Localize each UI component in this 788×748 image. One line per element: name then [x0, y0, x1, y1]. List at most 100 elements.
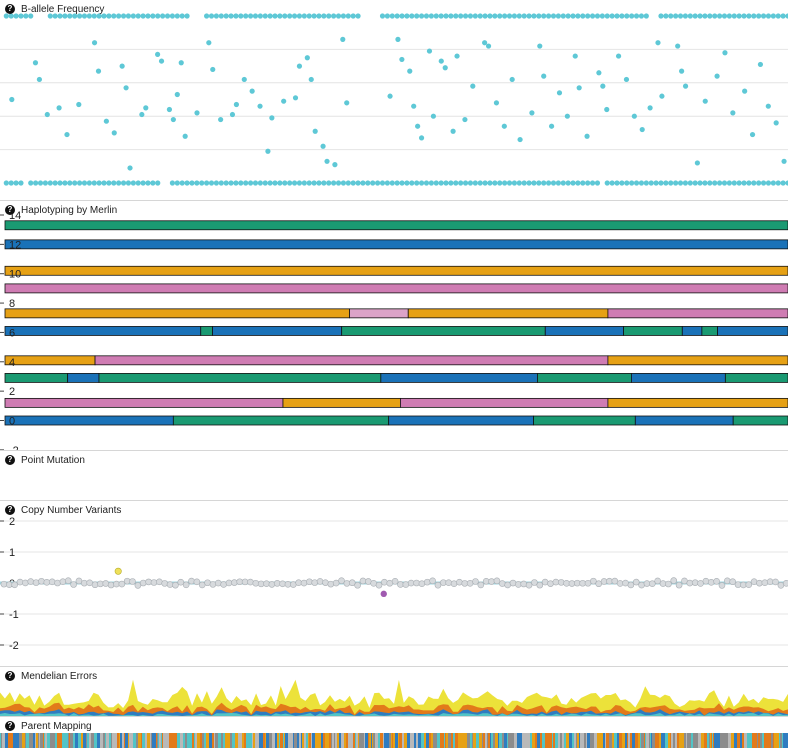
haplotype-segment — [94, 355, 609, 366]
baf-point — [770, 13, 776, 19]
parent-mapping-stripe — [62, 733, 65, 748]
parent-mapping-stripe — [283, 733, 284, 748]
parent-mapping-stripe — [45, 733, 47, 748]
baf-panel: ? B-allele Frequency — [0, 0, 788, 200]
parent-mapping-stripe — [123, 733, 124, 748]
cnv-point — [332, 579, 340, 587]
baf-point — [140, 13, 146, 19]
mendelian-area — [0, 709, 788, 716]
parent-mapping-stripe — [89, 733, 91, 748]
baf-point — [467, 180, 474, 186]
baf-point — [189, 180, 195, 186]
help-icon[interactable]: ? — [5, 205, 15, 215]
help-icon[interactable]: ? — [5, 455, 15, 465]
help-icon[interactable]: ? — [5, 671, 15, 681]
cnv-point — [252, 579, 260, 587]
parent-mapping-stripe — [728, 733, 731, 748]
parent-mapping-stripe — [686, 733, 687, 748]
haplotype-segment — [607, 308, 788, 319]
parent-mapping-stripe — [594, 733, 597, 748]
haplotype-segment — [4, 397, 284, 408]
baf-point — [550, 180, 557, 186]
parent-mapping-stripe — [86, 733, 87, 748]
cnv-point — [429, 577, 436, 585]
parent-mapping-stripe — [437, 733, 440, 748]
parent-mapping-stripe — [223, 733, 225, 748]
baf-point — [123, 85, 129, 91]
baf-point — [506, 180, 513, 186]
help-icon[interactable]: ? — [5, 505, 15, 515]
parent-mapping-stripe — [138, 733, 141, 748]
cnv-point — [772, 578, 779, 586]
baf-point — [257, 103, 263, 109]
cnv-point — [70, 581, 77, 588]
parent-mapping-stripe — [230, 733, 232, 748]
cnv-point — [675, 581, 683, 589]
parent-mapping-stripe — [398, 733, 399, 748]
baf-point — [272, 13, 278, 19]
parent-mapping-stripe — [491, 733, 493, 748]
baf-point — [619, 180, 625, 186]
baf-point — [145, 13, 151, 19]
parent-mapping-stripe — [272, 733, 275, 748]
parent-mapping-stripe — [725, 733, 728, 748]
cnv-point — [182, 581, 190, 589]
baf-point — [81, 13, 88, 19]
haplotype-segment — [544, 326, 624, 336]
baf-point — [399, 180, 405, 186]
help-icon[interactable]: ? — [5, 721, 15, 731]
baf-point — [269, 115, 275, 121]
parent-mapping-stripe — [416, 733, 418, 748]
baf-point — [72, 13, 78, 19]
baf-point — [509, 76, 515, 83]
baf-point — [67, 180, 73, 186]
parent-mapping-stripe — [717, 733, 720, 748]
parent-mapping-stripe — [553, 733, 555, 748]
parent-mapping-stripe — [691, 733, 693, 748]
parent-mapping-stripe — [757, 733, 758, 748]
baf-point — [130, 13, 136, 19]
baf-point — [773, 120, 779, 126]
baf-point — [345, 13, 351, 19]
cnv-point — [43, 579, 51, 586]
cnv-point — [531, 579, 538, 586]
baf-point — [604, 13, 610, 19]
parent-mapping-stripe — [670, 733, 671, 748]
cnv-point — [445, 579, 452, 586]
baf-point — [174, 13, 180, 19]
parent-mapping-stripe — [389, 733, 391, 748]
parent-mapping-stripe — [35, 733, 36, 748]
parent-mapping-stripe — [453, 733, 455, 748]
mendelian-title-text: Mendelian Errors — [21, 670, 98, 682]
parent-mapping-stripe — [136, 733, 138, 748]
parent-mapping-stripe — [214, 733, 215, 748]
cnv-point — [300, 579, 308, 587]
parent-mapping-stripe — [152, 733, 154, 748]
parent-mapping-stripe — [318, 733, 321, 748]
parent-mapping-stripe — [742, 733, 744, 748]
parent-mapping-stripe — [566, 733, 567, 748]
parent-mapping-stripe — [2, 733, 5, 748]
parent-mapping-stripe — [16, 733, 19, 748]
baf-point — [756, 180, 762, 186]
parent-mapping-stripe — [33, 733, 35, 748]
baf-point — [135, 180, 141, 186]
parent-mapping-stripe — [315, 733, 318, 748]
parent-mapping-stripe — [202, 733, 204, 748]
cnv-point — [32, 579, 40, 586]
parent-mapping-stripe — [312, 733, 315, 748]
parent-mapping-stripe — [11, 733, 13, 748]
baf-point — [629, 180, 635, 186]
cnv-point — [713, 578, 720, 585]
parent-mapping-stripe — [308, 733, 309, 748]
parent-mapping-stripe — [460, 733, 463, 748]
baf-point — [155, 180, 161, 186]
baf-point — [516, 13, 522, 19]
baf-point — [179, 13, 185, 19]
parent-mapping-stripe — [97, 733, 100, 748]
parent-mapping-stripe — [577, 733, 579, 748]
parent-mapping-stripe — [373, 733, 375, 748]
help-icon[interactable]: ? — [5, 4, 15, 14]
baf-point — [633, 13, 640, 19]
baf-point — [467, 13, 474, 19]
